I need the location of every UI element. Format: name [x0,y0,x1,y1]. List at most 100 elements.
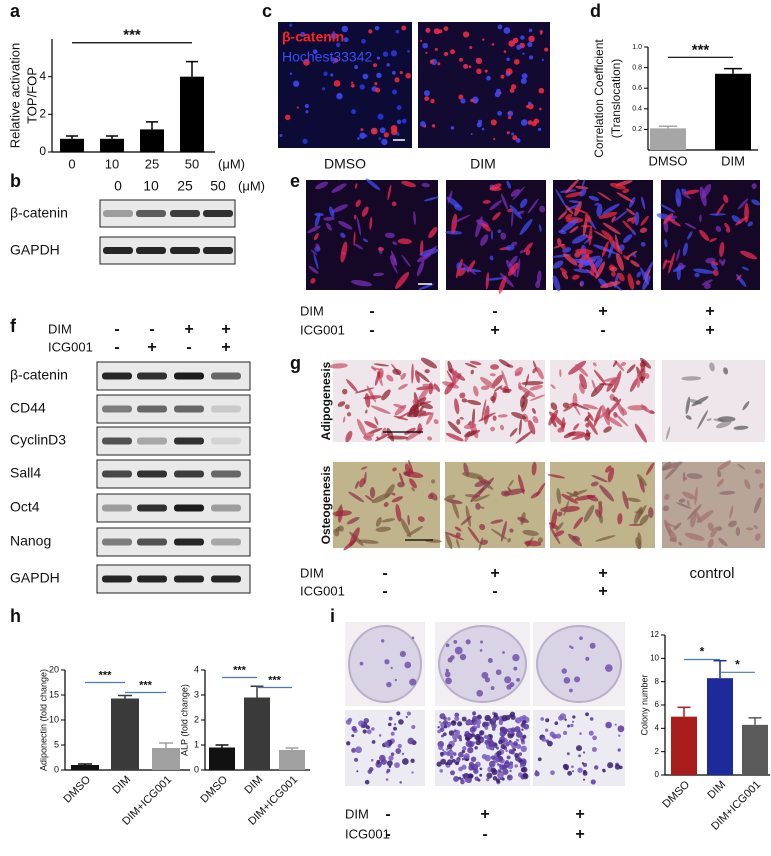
cell [397,743,402,749]
blot-label: CD44 [10,400,46,416]
cell [354,183,358,189]
cell [751,183,757,189]
cell [729,505,734,519]
cell [302,138,308,144]
cell [378,734,382,737]
cell [450,49,456,55]
cell [466,399,482,406]
cell [340,241,348,263]
blot [96,493,251,523]
cell [413,211,416,225]
row-label: Adipogenesis [319,361,333,440]
cell [537,757,542,762]
cell [639,514,649,525]
cell [488,740,495,748]
cell [581,179,585,188]
cell [419,121,426,127]
cell [407,737,415,745]
cell [719,241,725,258]
cell [660,204,675,213]
cell [502,768,509,775]
cell [468,773,474,779]
cell [392,368,402,375]
cell [676,249,681,262]
significance-label: *** [692,41,710,58]
cell [438,745,444,751]
cell [410,758,415,763]
cell [721,258,726,267]
band [174,504,204,512]
treatment-sign: - [114,339,119,356]
cell [485,272,490,290]
cell [527,101,532,106]
cell [508,40,515,47]
cell [521,728,524,731]
cell [355,746,362,754]
cell [514,752,519,758]
y-axis-label: ALP (fold change) [179,684,189,756]
cell [693,268,714,274]
cell [479,773,483,777]
cell [378,137,382,140]
treatment-sign: - [114,321,119,338]
cell [365,409,368,414]
treatment-sign: - [149,321,154,338]
cell [596,203,603,217]
cell [370,127,378,135]
cell [571,274,580,280]
cell [559,369,562,378]
cell [386,760,393,767]
cell [630,378,639,392]
cell [376,56,381,60]
cell [493,138,496,141]
cell [411,363,414,384]
cell [472,96,479,104]
cell [359,132,366,139]
bar [671,716,697,775]
cell [450,126,455,130]
cell [540,717,545,721]
cell [497,229,502,234]
band [170,247,200,254]
y-axis-label: Correlation Coefficient [592,39,606,158]
cell [402,758,409,765]
band [211,437,241,445]
cell [668,252,675,274]
cell [603,376,621,382]
y-tick-label: 6 [655,700,660,709]
cell [431,479,436,484]
cell [383,132,389,138]
colony [569,688,573,693]
y-tick-label: 1 [194,739,199,749]
cell [384,232,395,239]
cell [462,31,470,38]
cell [481,127,485,131]
cell [742,401,750,411]
cell [407,514,410,526]
cell [519,218,533,236]
cell [532,368,537,374]
cell [405,72,412,79]
cell [511,241,518,247]
panel-letter: i [330,606,335,626]
colony [481,671,489,679]
colony [476,689,484,697]
cell [490,755,496,760]
cell [555,189,566,207]
cell [529,394,546,401]
cell [395,271,410,289]
cell [391,201,397,207]
cell [592,735,597,741]
condition-label: DMSO [324,156,366,172]
cell [444,494,456,501]
treatment-sign: + [598,583,607,600]
cell [377,113,384,120]
cell [461,764,467,770]
cell [524,540,542,547]
cell [684,532,705,541]
cell [632,253,637,258]
stain-label: Hochest33342 [282,49,373,65]
cell [433,28,440,35]
cell [514,371,522,377]
cell [589,717,594,721]
